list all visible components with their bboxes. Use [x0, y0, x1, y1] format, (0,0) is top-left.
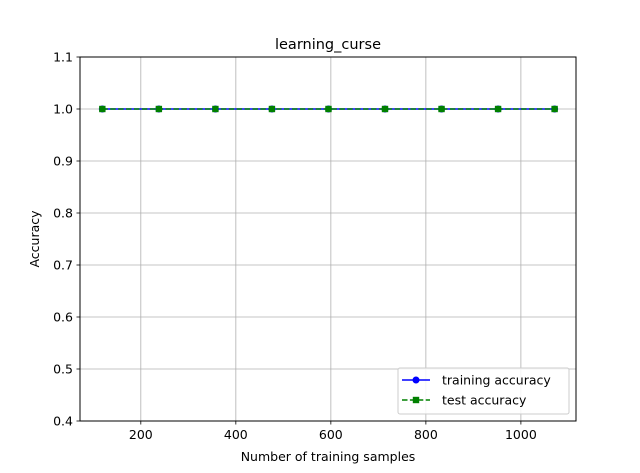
grid-lines: [80, 56, 576, 422]
x-tick-label: 1000: [505, 427, 537, 442]
data-point: [99, 105, 106, 113]
y-tick-label: 0.7: [53, 258, 73, 273]
axes-frame: [79, 56, 577, 422]
x-tick-label: 800: [414, 427, 438, 442]
y-tick-label: 0.6: [53, 310, 73, 325]
legend-label-test: test accuracy: [442, 393, 527, 408]
series-1: [99, 105, 558, 113]
x-tick-label: 200: [129, 427, 153, 442]
y-tick-label: 0.4: [53, 414, 73, 429]
x-tick-label: 400: [224, 427, 248, 442]
legend-marker-test: [412, 396, 420, 404]
data-point: [212, 105, 219, 113]
y-tick-label: 0.8: [53, 206, 73, 221]
data-point: [155, 105, 163, 113]
y-tick-label: 1.0: [53, 102, 73, 117]
data-point: [494, 105, 502, 113]
data-point: [268, 105, 276, 113]
series-layer: [98, 105, 559, 113]
data-point: [551, 105, 558, 113]
x-tick-label: 600: [319, 427, 343, 442]
legend: training accuracy test accuracy: [397, 367, 570, 415]
y-tick-label: 0.5: [53, 362, 73, 377]
chart-title: learning_curse: [275, 37, 381, 53]
y-tick-label: 0.9: [53, 154, 73, 169]
x-axis-label: Number of training samples: [241, 449, 416, 464]
data-point: [381, 105, 389, 113]
legend-marker-training: [412, 376, 420, 384]
data-point: [438, 105, 445, 113]
y-axis-label: Accuracy: [27, 210, 42, 268]
data-point: [325, 105, 332, 113]
legend-box: [397, 367, 570, 415]
axis-ticks: 200 400 600 800 1000 0.4 0.5 0.6 0.7 0.8 0.9 1.0 1.1: [53, 50, 537, 443]
y-tick-label: 1.1: [53, 50, 73, 65]
legend-label-training: training accuracy: [442, 373, 551, 388]
